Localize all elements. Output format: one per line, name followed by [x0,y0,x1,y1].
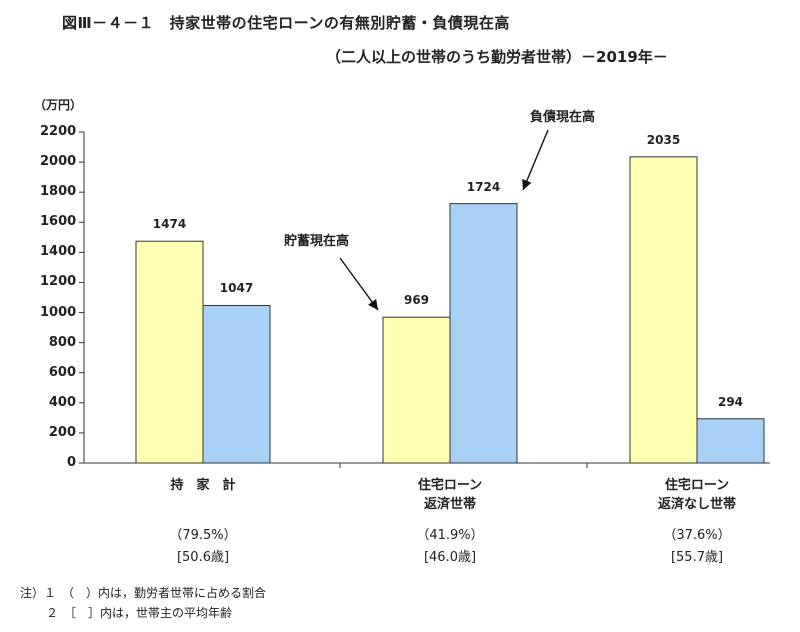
y-tick-label: 0 [66,455,76,470]
category-label-line: 返済世帯 [423,497,477,512]
bar-savings [629,156,698,464]
annotation-savings: 貯蓄現在高 [284,234,350,249]
category-label: 持 家 計 [170,476,235,495]
bar-debt [202,304,271,464]
value-label: 294 [717,394,744,409]
y-tick-label: 1200 [40,274,77,290]
share-percentage: （79.5%） [169,528,237,543]
y-tick-label: 800 [48,334,76,350]
y-tick-label: 1000 [40,304,77,320]
annotation-arrow-savings-head [368,298,378,310]
y-axis-unit: （万円） [34,98,83,112]
y-tick-label: 200 [48,424,76,440]
y-tick-label: 400 [48,394,76,410]
value-label: 2035 [646,132,681,147]
y-tick-label: 1600 [40,214,77,230]
note-1: 注）１ （ ）内は，勤労者世帯に占める割合 [20,586,267,600]
bar-debt [696,418,765,464]
chart-title: 図Ⅲ－４－１ 持家世帯の住宅ローンの有無別貯蓄・負債現在高 [62,14,510,32]
share-percentage: （41.9%） [416,528,484,543]
annotation-arrow-debt-head [522,178,532,190]
value-label: 1047 [219,281,254,296]
y-tick-label: 2000 [40,154,77,170]
chart-subtitle: （二人以上の世帯のうち勤労者世帯）－2019年－ [326,48,668,66]
average-age: [50.6歳] [176,550,230,565]
annotation-arrow-debt-line [522,129,549,191]
bar-savings [382,316,451,464]
value-label: 1724 [466,179,501,194]
note-2: ２ ［ ］内は，世帯主の平均年齢 [46,606,233,620]
value-label: 1474 [152,217,187,232]
category-label-line: 持 家 計 [170,478,236,493]
category-label-line: 住宅ローン [664,478,730,493]
share-percentage: （37.6%） [663,528,731,543]
annotation-debt: 負債現在高 [530,110,596,125]
average-age: [55.7歳] [670,550,724,565]
category-label-line: 住宅ローン [417,478,483,493]
y-tick-label: 600 [48,364,76,380]
annotation-arrow-savings-line [339,257,379,311]
value-label: 969 [403,293,430,308]
bar-savings [135,240,204,464]
bar-debt [449,203,518,464]
y-tick-label: 2200 [40,124,77,139]
y-tick-label: 1400 [40,244,77,260]
category-label-line: 返済なし世帯 [657,497,737,512]
average-age: [46.0歳] [423,550,477,565]
y-tick-label: 1800 [40,184,77,200]
category-label: 住宅ローン返済なし世帯 [658,476,736,514]
category-label: 住宅ローン 返済世帯 [418,476,482,514]
